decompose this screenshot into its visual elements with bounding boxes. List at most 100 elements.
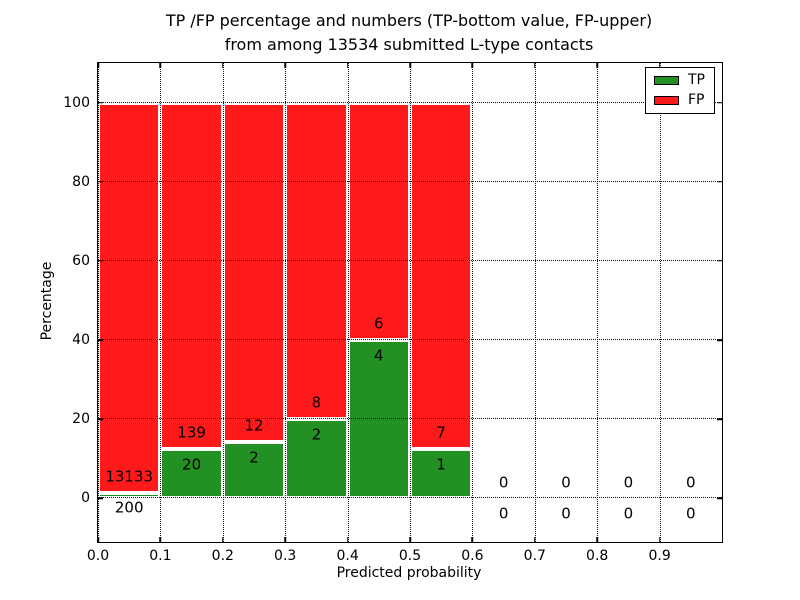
gridline-vertical [410,63,411,542]
tp-count-label: 1 [436,455,446,474]
x-tick-top [222,63,224,68]
legend-entry-fp: FP [654,93,705,107]
y-tick-right [717,181,722,183]
fp-bar [285,102,348,420]
tp-bar [347,340,410,499]
x-tick-label: 0.3 [274,548,297,564]
tp-count-label: 0 [498,504,509,523]
x-tick-top [346,63,349,68]
fp-count-label: 8 [311,393,322,412]
tp-count-label: 2 [311,425,322,444]
x-axis-label: Predicted probability [336,565,482,581]
x-tick-bottom [534,537,536,542]
y-tick-left [98,181,103,183]
x-tick-label: 0.2 [211,548,234,564]
fp-bar [160,102,223,449]
y-tick-right [717,101,722,104]
y-tick-right [717,497,722,500]
y-tick-left [98,339,103,341]
gridline-vertical [472,63,474,542]
tp-legend-label: TP [688,72,705,88]
x-tick-bottom [409,537,411,542]
gridline-horizontal [98,180,722,182]
x-tick-label: 0.8 [586,548,609,564]
y-axis-label: Percentage [39,261,55,341]
gridline-vertical [98,63,99,542]
chart-title-line1: TP /FP percentage and numbers (TP-bottom… [165,11,653,30]
gridline-horizontal [98,101,722,103]
y-tick-right [717,339,722,341]
chart-title: TP /FP percentage and numbers (TP-bottom… [97,9,721,57]
plot-area: TP FP 13133 200 139 20 12 2 8 2 6 4 7 1 0 0 0 0 0 0 0 0 0.0 0… [63,62,723,564]
fp-count-label: 0 [686,473,696,492]
fp-legend-label: FP [688,92,705,108]
y-tick-left [98,497,103,500]
gridline-vertical [222,63,224,542]
gridline-vertical [597,63,599,542]
fp-count-label: 0 [498,473,509,492]
fp-bar [98,102,161,493]
x-tick-top [97,63,99,68]
legend-entry-tp: TP [654,73,705,87]
tp-count-label: 0 [623,504,634,523]
fp-count-label: 7 [436,423,446,442]
tp-count-label: 200 [114,498,144,517]
fp-count-label: 0 [561,473,571,492]
gridline-vertical [347,63,349,542]
x-tick-top [534,63,536,68]
x-tick-label: 0.6 [461,548,484,564]
fp-bar [222,102,286,442]
x-tick-label: 0.4 [336,548,359,564]
y-tick-right [717,260,722,262]
y-tick-left [98,260,103,262]
y-tick-label: 40 [72,332,90,349]
x-tick-bottom [97,537,99,542]
x-tick-top [284,63,286,68]
x-tick-top [409,63,411,68]
gridline-horizontal [98,418,722,420]
x-tick-label: 0.1 [149,548,172,564]
tp-count-label: 4 [374,346,384,365]
gridline-horizontal [98,497,722,499]
y-tick-label: 60 [72,252,90,269]
x-tick-bottom [159,537,162,542]
y-tick-label: 0 [81,490,90,507]
fp-bar [410,102,473,449]
x-tick-bottom [471,537,474,542]
gridline-vertical [534,63,536,542]
x-tick-label: 0.0 [86,548,110,564]
x-tick-label: 0.5 [398,548,422,564]
x-tick-top [658,63,661,68]
chart-title-line2: from among 13534 submitted L-type contac… [224,35,594,54]
x-tick-bottom [222,537,224,542]
gridline-vertical [160,63,162,542]
fp-count-label: 0 [623,473,634,492]
gridline-vertical [285,63,287,542]
fp-legend-swatch [654,95,679,105]
y-tick-left [98,418,103,421]
x-tick-bottom [284,537,286,542]
x-tick-top [596,63,598,68]
fp-count-label: 13133 [105,467,154,486]
tp-count-label: 2 [249,448,259,467]
tp-count-label: 20 [182,455,202,473]
legend: TP FP [645,67,715,114]
y-tick-right [717,418,722,421]
fp-count-label: 6 [374,314,384,333]
y-tick-label: 20 [72,411,90,428]
x-tick-top [159,63,162,68]
y-tick-label: 80 [72,173,90,190]
fp-count-label: 12 [244,416,264,435]
y-tick-left [98,101,103,104]
tp-bar [410,449,473,499]
tp-bar [285,419,348,499]
x-tick-top [471,63,474,68]
y-tick-label: 100 [63,94,90,111]
fp-bar [347,102,410,341]
tp-count-label: 0 [686,504,696,523]
tp-count-label: 0 [561,504,571,523]
x-tick-bottom [346,537,349,542]
x-tick-bottom [658,537,661,542]
gridline-horizontal [98,339,722,341]
